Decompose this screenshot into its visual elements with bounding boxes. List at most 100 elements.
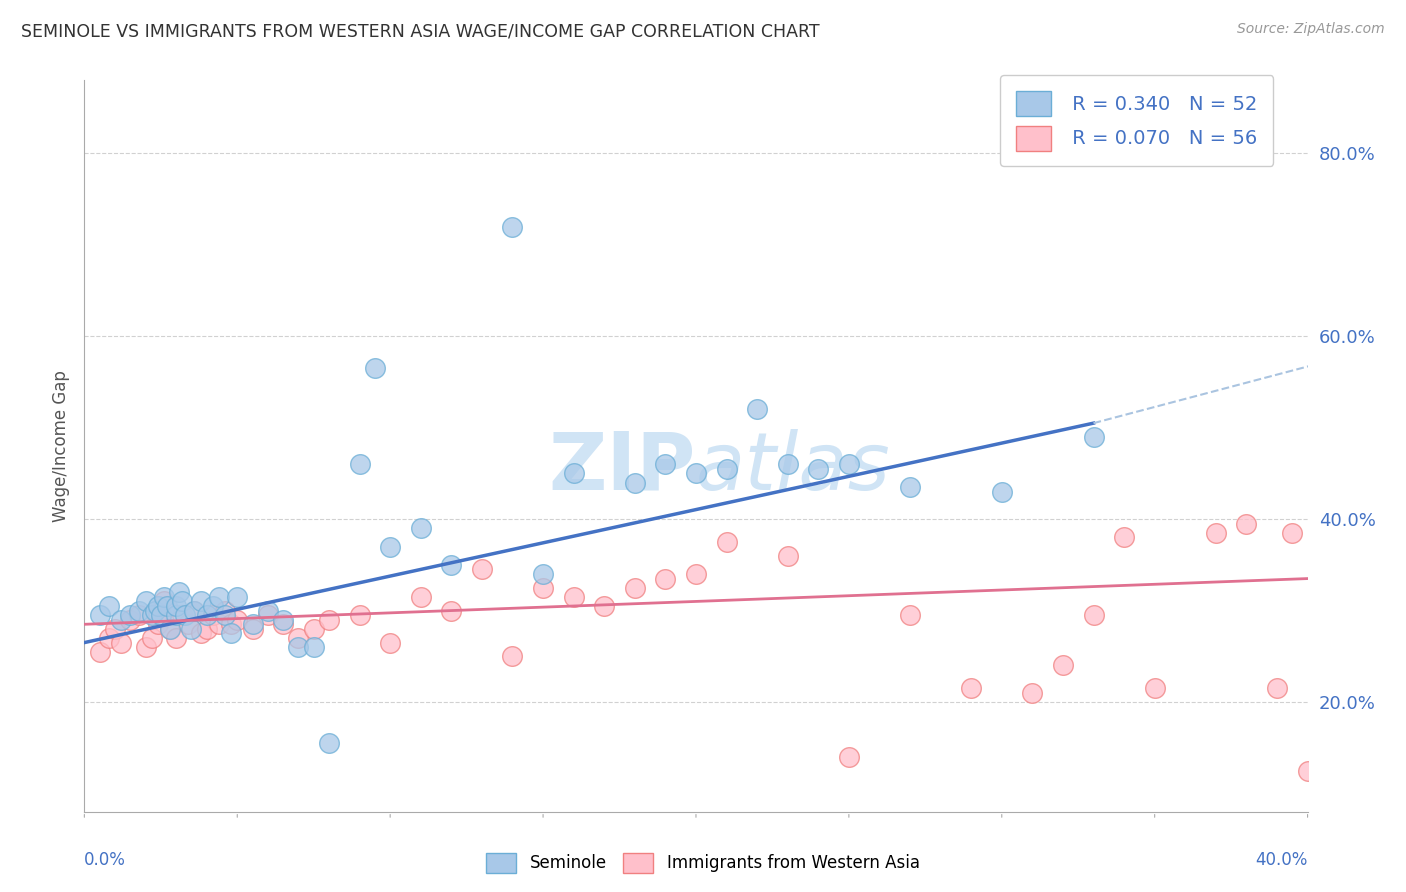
Point xyxy=(146,599,169,613)
Point xyxy=(89,608,111,623)
Point xyxy=(318,736,340,750)
Point xyxy=(287,640,309,655)
Point xyxy=(1143,681,1166,696)
Point xyxy=(471,562,494,576)
Point xyxy=(624,475,647,490)
Point xyxy=(960,681,983,696)
Point xyxy=(143,603,166,617)
Point xyxy=(165,608,187,623)
Point xyxy=(159,622,181,636)
Point xyxy=(135,640,157,655)
Point xyxy=(898,608,921,623)
Point xyxy=(110,635,132,649)
Point xyxy=(409,521,432,535)
Point xyxy=(898,480,921,494)
Point xyxy=(1205,525,1227,540)
Point xyxy=(97,599,120,613)
Text: Source: ZipAtlas.com: Source: ZipAtlas.com xyxy=(1237,22,1385,37)
Point xyxy=(242,617,264,632)
Point xyxy=(242,622,264,636)
Point xyxy=(165,599,187,613)
Point xyxy=(776,457,799,471)
Point xyxy=(183,603,205,617)
Point xyxy=(440,558,463,572)
Point xyxy=(190,594,212,608)
Point xyxy=(1236,516,1258,531)
Point xyxy=(1296,764,1319,778)
Point xyxy=(174,608,197,623)
Point xyxy=(214,608,236,623)
Point xyxy=(271,613,294,627)
Point xyxy=(440,603,463,617)
Point xyxy=(991,484,1014,499)
Point xyxy=(195,622,218,636)
Point xyxy=(104,622,127,636)
Point xyxy=(380,540,402,554)
Point xyxy=(776,549,799,563)
Point xyxy=(153,594,176,608)
Point xyxy=(257,608,280,623)
Point xyxy=(219,626,242,640)
Point xyxy=(208,617,231,632)
Point xyxy=(120,608,142,623)
Point xyxy=(172,594,194,608)
Point xyxy=(562,467,585,481)
Point xyxy=(531,567,554,582)
Point xyxy=(1083,608,1105,623)
Point xyxy=(219,617,242,632)
Point xyxy=(807,462,830,476)
Point xyxy=(180,622,202,636)
Point xyxy=(364,361,387,376)
Point xyxy=(302,622,325,636)
Point xyxy=(1021,686,1043,700)
Point xyxy=(149,608,172,623)
Point xyxy=(110,613,132,627)
Point xyxy=(502,649,524,664)
Point xyxy=(195,608,218,623)
Legend:  R = 0.340   N = 52,  R = 0.070   N = 56: R = 0.340 N = 52, R = 0.070 N = 56 xyxy=(1000,75,1274,166)
Point xyxy=(165,631,187,645)
Point xyxy=(685,467,707,481)
Point xyxy=(167,585,190,599)
Point xyxy=(141,608,163,623)
Point xyxy=(226,590,249,604)
Point xyxy=(654,457,676,471)
Point xyxy=(562,590,585,604)
Point xyxy=(208,590,231,604)
Legend: Seminole, Immigrants from Western Asia: Seminole, Immigrants from Western Asia xyxy=(479,847,927,880)
Point xyxy=(120,613,142,627)
Text: SEMINOLE VS IMMIGRANTS FROM WESTERN ASIA WAGE/INCOME GAP CORRELATION CHART: SEMINOLE VS IMMIGRANTS FROM WESTERN ASIA… xyxy=(21,22,820,40)
Point xyxy=(349,457,371,471)
Point xyxy=(156,599,179,613)
Point xyxy=(624,581,647,595)
Point xyxy=(409,590,432,604)
Text: atlas: atlas xyxy=(696,429,891,507)
Text: ZIP: ZIP xyxy=(548,429,696,507)
Point xyxy=(128,603,150,617)
Point xyxy=(838,457,860,471)
Point xyxy=(89,645,111,659)
Point xyxy=(654,572,676,586)
Point xyxy=(287,631,309,645)
Point xyxy=(380,635,402,649)
Point xyxy=(149,608,172,623)
Point xyxy=(177,617,200,632)
Point xyxy=(1052,658,1074,673)
Point xyxy=(214,603,236,617)
Point xyxy=(159,622,181,636)
Text: 40.0%: 40.0% xyxy=(1256,851,1308,869)
Point xyxy=(141,631,163,645)
Point xyxy=(201,599,224,613)
Point xyxy=(531,581,554,595)
Point xyxy=(146,617,169,632)
Point xyxy=(1083,430,1105,444)
Point xyxy=(1265,681,1288,696)
Point xyxy=(685,567,707,582)
Point xyxy=(153,590,176,604)
Point xyxy=(302,640,325,655)
Point xyxy=(838,749,860,764)
Point xyxy=(502,219,524,234)
Point xyxy=(318,613,340,627)
Point xyxy=(716,462,738,476)
Point xyxy=(226,613,249,627)
